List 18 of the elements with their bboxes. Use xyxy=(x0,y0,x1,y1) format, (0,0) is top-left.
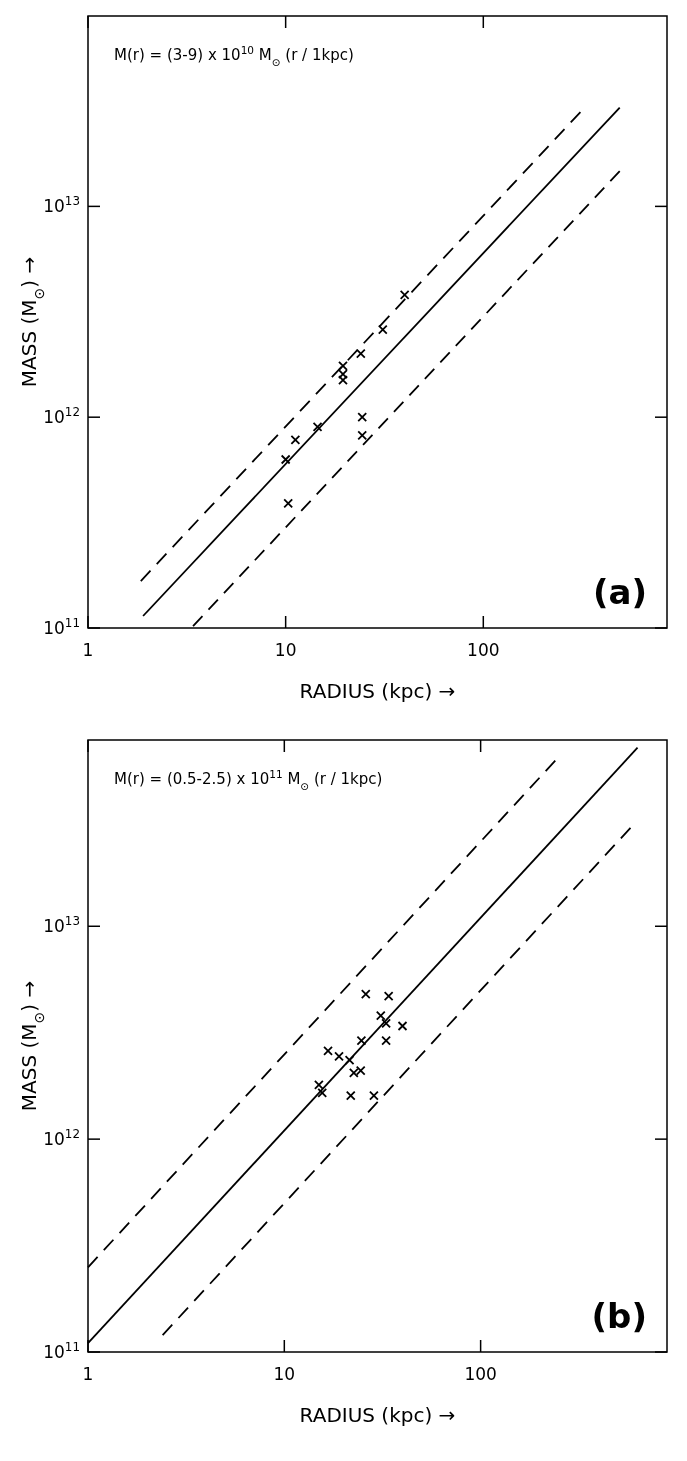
x-tick-label: 10 xyxy=(273,1364,296,1384)
y-tick-label: 10$^{11}$ xyxy=(43,1339,80,1362)
y-tick-label: 10$^{12}$ xyxy=(43,405,80,428)
x-tick-label: 1 xyxy=(82,640,94,660)
y-tick-label: 10$^{13}$ xyxy=(43,914,80,937)
x-tick-label: 1 xyxy=(82,1364,94,1384)
annotation: (a) xyxy=(592,572,647,612)
x-axis-title: RADIUS (kpc) → xyxy=(299,679,456,703)
x-axis-title: RADIUS (kpc) → xyxy=(299,1403,456,1427)
y-tick-label: 10$^{12}$ xyxy=(43,1127,80,1150)
y-tick-label: 10$^{13}$ xyxy=(43,194,80,217)
x-tick-label: 100 xyxy=(467,640,500,660)
annotation: M(r) = (0.5-2.5) x 10$^{11}$ M$_{⊙}$ (r / 1kpc) xyxy=(114,768,383,792)
x-tick-label: 100 xyxy=(464,1364,497,1384)
annotation: (b) xyxy=(591,1296,647,1336)
y-tick-label: 10$^{11}$ xyxy=(43,615,80,638)
annotation: M(r) = (3-9) x 10$^{10}$ M$_{⊙}$ (r / 1kpc) xyxy=(114,44,354,68)
x-tick-label: 10 xyxy=(274,640,297,660)
